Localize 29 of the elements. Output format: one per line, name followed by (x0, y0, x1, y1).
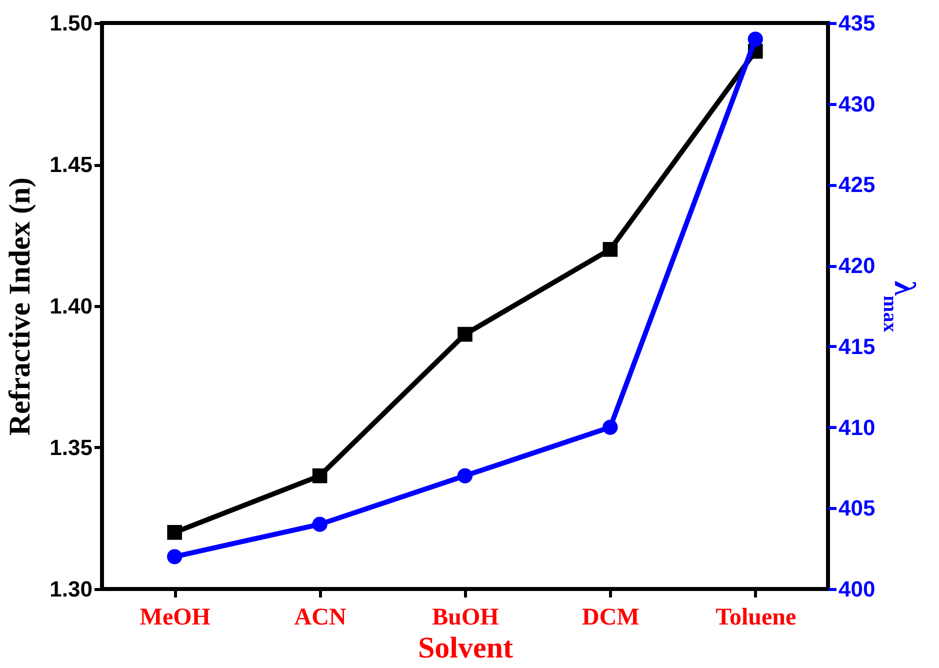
x-tick-label: MeOH (140, 604, 211, 630)
y-tick-label: 1.40 (50, 294, 92, 318)
y-tick-label: 1.45 (50, 152, 92, 177)
x-tick-label: DCM (582, 604, 640, 630)
y2-tick-label: 435 (838, 10, 876, 36)
y2-tick-label: 430 (838, 91, 876, 116)
point (602, 420, 618, 435)
y2-tick-label: 410 (838, 414, 876, 440)
y2-tick-label: 405 (838, 496, 876, 521)
y2-tick-label: 400 (838, 576, 876, 602)
point (167, 549, 182, 564)
x-axis-title: Solvent (418, 632, 514, 664)
y2-tick-label: 415 (838, 334, 876, 359)
point (312, 468, 328, 484)
y2-tick-label: 420 (838, 253, 876, 278)
point (602, 242, 618, 257)
x-tick-label: ACN (294, 604, 347, 630)
y-tick-label: 1.30 (50, 576, 92, 602)
y-tick-label: 1.35 (50, 435, 92, 460)
point (312, 516, 328, 532)
y-axis-title: Refractive Index (n) (4, 177, 37, 436)
point (458, 326, 472, 342)
y2-tick-label: 425 (838, 172, 876, 198)
point (748, 32, 763, 47)
point (167, 524, 182, 540)
x-tick-label: BuOH (432, 604, 500, 630)
y-tick-label: 1.50 (50, 10, 92, 36)
x-tick-label: Toluene (716, 604, 796, 630)
point (457, 468, 473, 484)
